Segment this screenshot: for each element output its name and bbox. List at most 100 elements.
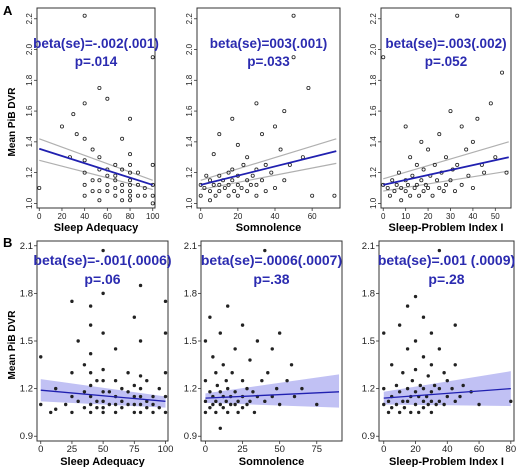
ci-upper-line [200,138,337,181]
data-point [135,170,140,175]
data-point [107,390,112,394]
y-tick-label: 1.8 [20,288,33,299]
data-point [235,142,240,147]
data-point [251,390,255,394]
data-point [202,185,207,190]
data-point [218,426,222,431]
data-point [126,402,130,407]
data-point [405,347,410,351]
y-tick-label: 1.4 [185,136,194,148]
x-tick-label: 20 [424,212,433,221]
data-point [208,405,212,410]
data-point [421,355,426,359]
data-point [453,399,457,404]
data-point [399,185,404,190]
data-point [230,167,235,172]
data-point [442,402,446,407]
data-point [448,178,453,183]
x-tick-label: 40 [468,212,477,221]
x-tick-label: 50 [491,212,500,221]
data-point [387,193,392,198]
data-point [236,410,240,415]
data-point [128,189,133,194]
data-point [120,136,125,141]
data-point [88,323,93,327]
beta-annotation: beta(se)=003(.001) [210,36,327,51]
data-point [132,402,137,407]
data-point [126,371,130,375]
data-point [145,378,149,383]
data-point [437,347,442,351]
data-point [198,193,203,198]
regression-line [200,150,337,186]
data-point [113,185,118,190]
data-point [282,178,287,183]
p-value-annotation: p=.014 [75,54,118,69]
data-point [82,193,87,198]
data-point [204,173,209,178]
data-point [432,383,437,388]
data-point [128,193,133,198]
data-point [120,198,125,203]
data-point [396,170,401,175]
data-point [392,189,397,194]
y-tick-label: 1.2 [362,384,375,395]
data-point [82,405,87,410]
p-value-annotation: p=.052 [425,54,467,69]
x-tick-label: 50 [98,444,109,455]
beta-annotation: beta(se)=-.001(.0006) [33,252,171,268]
data-point [266,371,270,375]
data-point [101,410,105,415]
y-tick-label: 2.0 [25,43,34,55]
data-point [49,410,53,415]
data-point [163,371,168,375]
data-point [434,402,438,407]
data-point [226,170,231,175]
scatter-panel-b-3: 0.9 1.2 1.5 1.8 2.1 0 20 40 60 80 beta(se)=.001 (.… [362,240,516,467]
data-point [432,162,437,167]
y-tick-label: 1.8 [184,288,197,299]
data-point [218,331,222,335]
data-point [421,167,426,172]
data-point [488,101,493,106]
data-point [217,132,222,137]
data-point [394,402,399,407]
data-point [405,386,410,391]
data-point [113,178,118,183]
x-axis-label: Somnolence [239,456,304,467]
data-point [214,399,218,404]
data-point [120,182,125,187]
data-point [269,170,274,175]
data-point [142,185,147,190]
data-point [218,390,222,394]
beta-annotation: beta(se)=.003(.002) [385,36,506,51]
ci-upper-line [383,141,509,180]
data-point [270,347,274,351]
data-point [263,189,268,194]
x-tick-label: 75 [311,444,322,455]
y-tick-label: 1.2 [185,167,194,179]
data-point [82,170,87,175]
data-point [240,405,245,410]
y-tick-label: 1.5 [184,336,197,347]
data-point [245,386,249,391]
data-point [239,185,244,190]
beta-annotation: beta(se)=.0006(.0007) [201,252,342,268]
data-point [88,383,93,388]
data-point [88,394,93,399]
scatter-panel-a-3: 1.0 1.2 1.4 1.6 1.8 2.0 2.2 0 10 20 30 40 50 beta(se)… [369,7,512,234]
regression-line [383,156,509,186]
data-point [248,358,252,362]
data-point [504,170,509,175]
data-point [254,101,259,106]
data-point [443,182,448,187]
x-tick-label: 25 [237,444,248,455]
y-tick-label: 0.9 [362,431,375,442]
y-tick-label: 2.0 [369,43,378,55]
data-point [426,147,431,152]
data-point [401,399,405,404]
data-point [105,182,110,187]
scatter-panel-a-2: 1.0 1.2 1.4 1.6 1.8 2.0 2.2 0 20 40 60 beta(se)=003… [185,7,341,234]
data-point [385,185,390,190]
data-point [235,182,240,187]
